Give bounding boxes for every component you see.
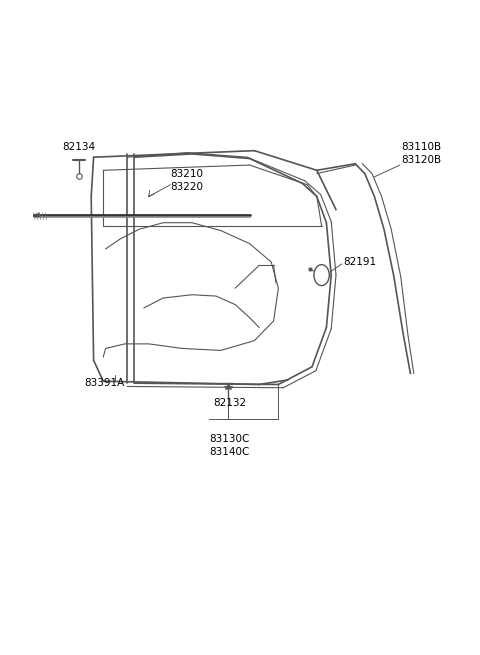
Text: 83391A: 83391A	[84, 378, 124, 388]
Text: 83130C: 83130C	[209, 434, 249, 444]
Text: 82132: 82132	[214, 398, 247, 408]
Text: 82191: 82191	[343, 257, 376, 267]
Text: 83210: 83210	[170, 168, 204, 179]
Text: 83120B: 83120B	[401, 155, 441, 166]
Text: 82134: 82134	[62, 142, 96, 153]
Text: 83220: 83220	[170, 181, 204, 192]
Text: 83110B: 83110B	[401, 142, 441, 153]
Text: 83140C: 83140C	[209, 447, 249, 457]
